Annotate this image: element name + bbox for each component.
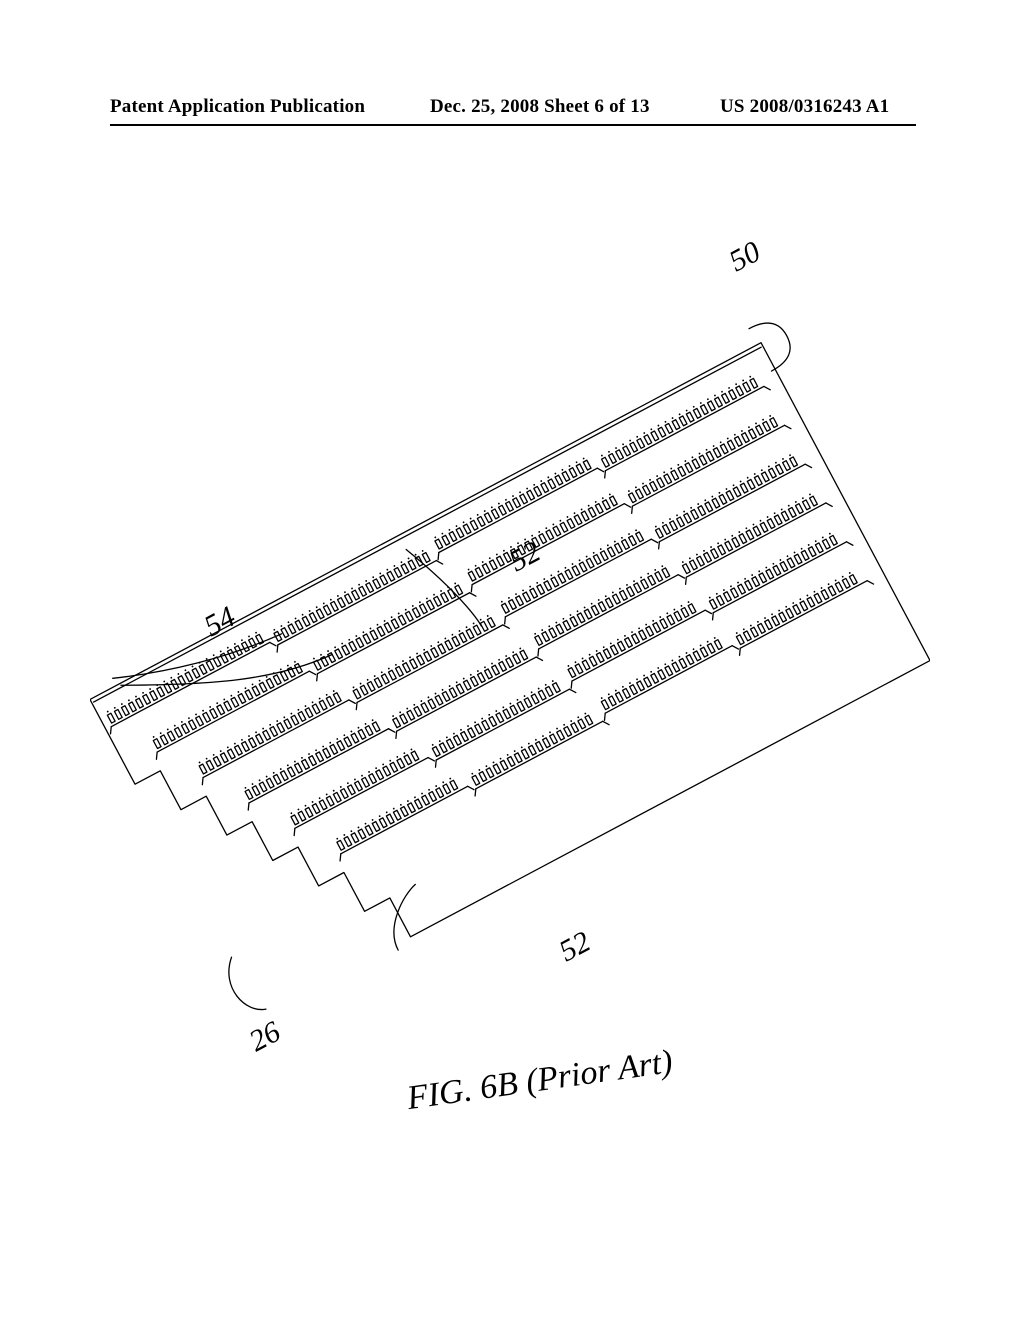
figure-area: 50 52 52 54 26 FIG. 6B (Prior Art) [90,210,930,1140]
leader-26 [219,954,266,1018]
nozzle-panel [594,371,770,478]
nozzle-panel [594,630,738,721]
nozzle-panel [465,705,609,796]
leader-52b [375,884,439,950]
nozzle-panel [648,448,811,549]
top-inner-edge [94,347,762,702]
nozzle-panel [425,673,576,767]
nozzle-panel [284,742,435,836]
nozzle-panel [729,565,873,656]
nozzle-panel [146,655,316,759]
page: Patent Application Publication Dec. 25, … [0,0,1024,1320]
nozzle-panel [267,545,443,652]
nozzle-panel [528,559,685,656]
nozzle-panel [675,487,832,584]
header-center: Dec. 25, 2008 Sheet 6 of 13 [430,96,650,118]
nozzle-panel [386,641,543,738]
nozzle-panel [192,684,355,785]
nozzle-panel [330,770,474,861]
header-rule [110,124,916,126]
header-left: Patent Application Publication [110,96,365,118]
figure-svg [90,210,930,1140]
brace-50 [749,315,798,371]
nozzle-panel [621,409,791,513]
nozzle-panel [306,577,476,681]
nozzle-panel [238,713,395,810]
leader-52a [406,535,481,640]
nozzle-panel [346,609,509,710]
header-right: US 2008/0316243 A1 [720,96,889,118]
nozzle-panel [461,488,631,592]
printhead-outline [90,343,930,1018]
nozzle-panel [561,594,712,688]
